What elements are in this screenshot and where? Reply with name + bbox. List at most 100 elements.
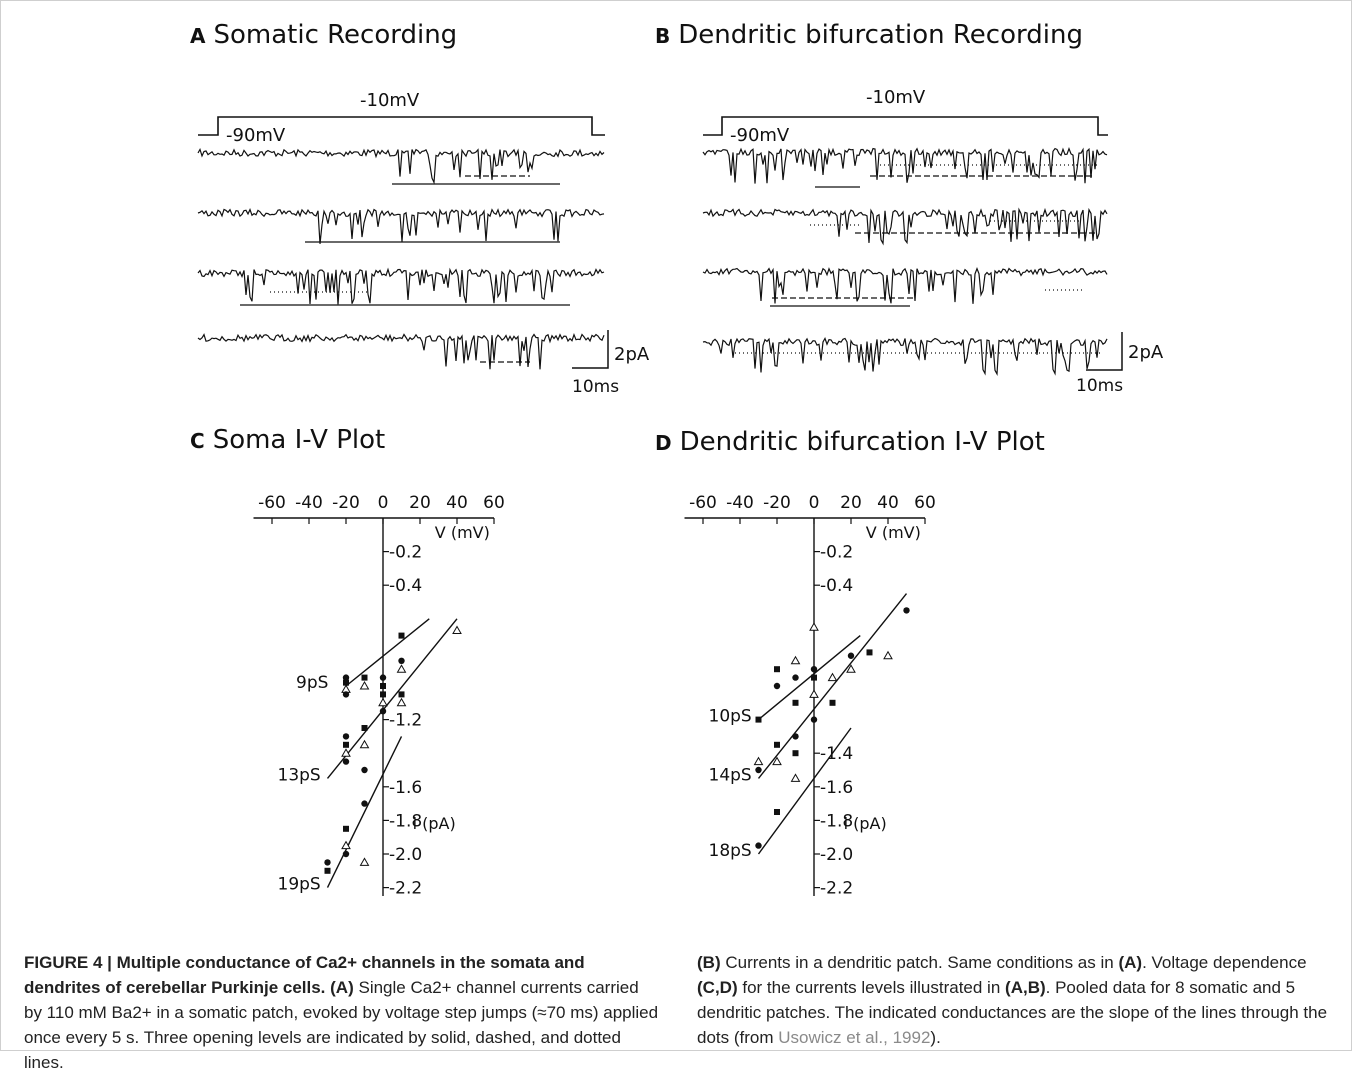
x-tick-label: -20: [332, 493, 360, 513]
current-trace: [702, 267, 1108, 304]
panel-b-voltage-step: [703, 116, 1108, 136]
data-point: [359, 739, 370, 749]
panel-a-scale-bar: [572, 330, 609, 369]
conductance-label: 14pS: [709, 765, 752, 785]
data-point: [342, 758, 350, 765]
data-point: [361, 800, 368, 807]
x-tick-label: 60: [914, 493, 936, 513]
x-axis-label: V (mV): [435, 523, 490, 542]
data-point: [396, 697, 407, 707]
data-point: [398, 632, 405, 639]
conductance-label: 10pS: [709, 707, 752, 727]
panel-a-scale-time: 10ms: [572, 377, 619, 397]
data-point: [755, 766, 762, 774]
data-point: [342, 733, 350, 740]
panel-b-recording: -10mV -90mV 2pA 10ms: [702, 87, 1164, 396]
y-tick-label: -2.0: [389, 845, 422, 865]
data-point: [452, 625, 462, 635]
data-point: [753, 756, 764, 766]
data-point: [396, 664, 407, 673]
data-point: [846, 664, 856, 673]
panel-a-letter: A: [190, 24, 206, 48]
caption-text-b3: for the currents levels illustrated in: [742, 978, 1001, 997]
data-point: [792, 699, 799, 706]
panel-a-hold-label: -90mV: [226, 125, 286, 146]
y-tick-label: -1.6: [820, 778, 853, 798]
current-trace: [702, 146, 1108, 184]
caption-ref-cd: (C,D): [697, 978, 738, 997]
y-axis-label: i (pA): [413, 814, 456, 833]
panel-d-title: D Dendritic bifurcation I-V Plot: [655, 427, 1045, 457]
panel-b-title-text: Dendritic bifurcation Recording: [678, 20, 1083, 50]
current-trace: [197, 148, 605, 185]
data-point: [343, 679, 349, 686]
panel-b-scale-time: 10ms: [1076, 376, 1123, 396]
caption-left: FIGURE 4 | Multiple conductance of Ca2+ …: [24, 950, 660, 1075]
panel-a-step-label: -10mV: [360, 90, 420, 111]
caption-ref-ab: (A,B): [1005, 978, 1046, 997]
fit-line: [326, 736, 403, 888]
y-tick-label: -0.4: [820, 576, 853, 596]
data-point: [792, 733, 799, 740]
caption-text-b1: Currents in a dendritic patch. Same cond…: [725, 953, 1114, 972]
panel-a-recording: -10mV -90mV 2pA 10ms: [197, 90, 650, 397]
data-point: [866, 649, 873, 656]
panel-b-step-label: -10mV: [866, 87, 926, 108]
current-trace: [702, 337, 1108, 376]
data-point: [755, 842, 762, 849]
conductance-label: 18pS: [709, 841, 752, 861]
figure-label: FIGURE 4 | Multiple conductance of Ca2+ …: [24, 953, 585, 997]
caption-text-b4: . Pooled data for 8 somatic and 5 dendri…: [697, 978, 1328, 1047]
panel-d-letter: D: [655, 431, 672, 455]
panel-b-scale-bar: [1086, 332, 1123, 371]
data-point: [809, 689, 819, 698]
data-point: [343, 825, 349, 832]
y-tick-label: -0.2: [389, 543, 422, 563]
data-point: [341, 840, 351, 850]
caption-text-b2: . Voltage dependence: [1142, 953, 1307, 972]
x-tick-label: -40: [295, 493, 323, 513]
panel-d-plot: -60 -40 -20 0 20 40 60-0.2-0.4-1.4-1.6-1.8-2.0…: [684, 493, 936, 899]
data-point: [755, 716, 762, 723]
data-point: [380, 683, 386, 689]
data-point: [380, 691, 386, 698]
data-point: [359, 857, 370, 866]
panel-a-traces: [197, 148, 605, 370]
conductance-label: 9pS: [296, 673, 328, 693]
panel-b-title: B Dendritic bifurcation Recording: [655, 20, 1083, 50]
y-tick-label: -1.2: [389, 711, 422, 731]
data-point: [811, 674, 817, 681]
y-tick-label: -1.8: [820, 811, 853, 831]
panel-a-title-text: Somatic Recording: [213, 20, 458, 50]
y-tick-label: -0.4: [389, 576, 422, 596]
data-point: [829, 699, 836, 706]
data-point: [324, 867, 331, 874]
x-tick-label: 40: [446, 493, 468, 513]
y-tick-label: -0.2: [820, 543, 853, 563]
x-tick-label: -40: [726, 493, 754, 513]
panel-c-title: C Soma I-V Plot: [190, 425, 385, 455]
data-point: [790, 773, 801, 782]
data-point: [810, 716, 818, 723]
current-trace: [197, 208, 605, 244]
data-point: [343, 741, 349, 748]
data-point: [342, 674, 350, 681]
panel-a-title: A Somatic Recording: [190, 20, 457, 50]
data-point: [790, 655, 801, 665]
data-point: [379, 674, 387, 681]
panel-c-plot: -60 -40 -20 0 20 40 60 -0.2 -0.4 -1.2 -1.6 -1.8 -2.0…: [253, 493, 505, 899]
figure-frame: [0, 0, 1352, 1051]
data-point: [903, 607, 910, 614]
citation-link[interactable]: Usowicz et al., 1992: [778, 1028, 931, 1047]
x-tick-label: -20: [763, 493, 791, 513]
data-point: [774, 809, 780, 815]
y-tick-label: -2.2: [389, 879, 422, 899]
x-axis-label: V (mV): [866, 523, 921, 542]
figure-canvas: -10mV -90mV 2pA 10ms -10mV -90mV 2pA 10m…: [197, 87, 1164, 899]
data-point: [773, 682, 781, 690]
data-point: [792, 674, 799, 681]
caption-right: (B) Currents in a dendritic patch. Same …: [697, 950, 1342, 1050]
data-point: [792, 750, 799, 757]
caption-text-end: ).: [930, 1028, 941, 1047]
panel-a-scale-current: 2pA: [614, 344, 650, 365]
